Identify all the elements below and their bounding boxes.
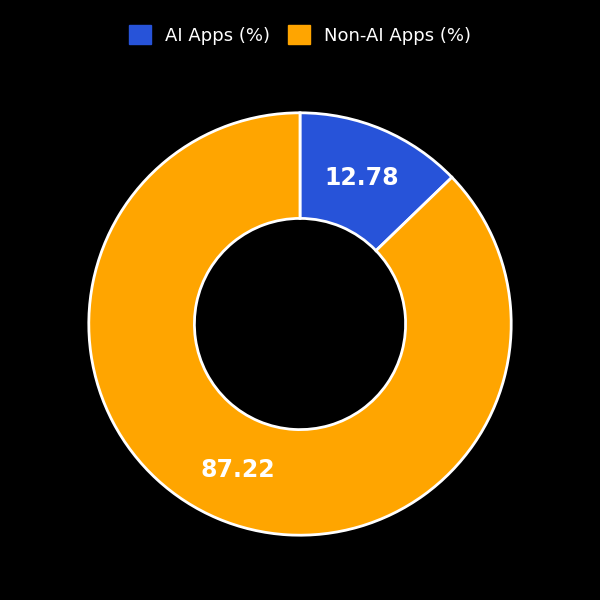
Text: 87.22: 87.22: [201, 458, 275, 482]
Wedge shape: [300, 113, 452, 251]
Legend: AI Apps (%), Non-AI Apps (%): AI Apps (%), Non-AI Apps (%): [120, 16, 480, 53]
Text: 12.78: 12.78: [325, 166, 399, 190]
Wedge shape: [89, 113, 511, 535]
